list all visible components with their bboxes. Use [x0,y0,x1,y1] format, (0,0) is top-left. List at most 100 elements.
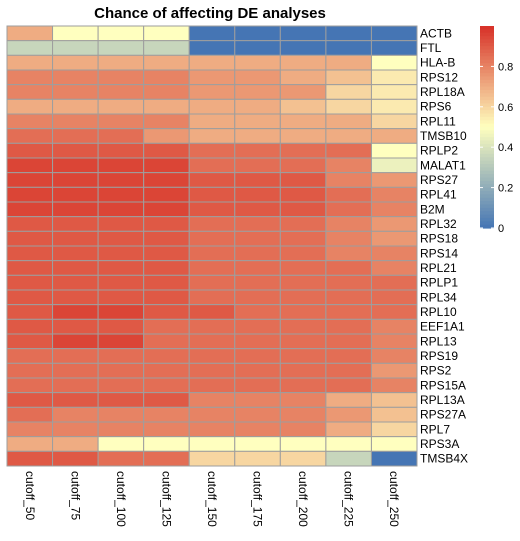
heatmap-cell [97,289,145,306]
heatmap-cell [234,142,281,159]
heatmap-cell [370,450,418,467]
heatmap-cell [370,406,418,423]
legend-gradient-step [480,69,494,74]
heatmap-cell [52,54,99,71]
heatmap-cell [234,436,281,452]
heatmap-cell [279,392,327,408]
heatmap-cell [370,362,418,379]
heatmap-cell [188,98,236,115]
heatmap-cell [6,406,54,423]
heatmap-cell [6,289,54,306]
heatmap-cell [52,25,99,42]
heatmap-cell [143,406,190,423]
heatmap-cell [97,318,145,335]
heatmap-cell [188,245,236,262]
heatmap-cell [325,216,372,232]
heatmap-cell [370,333,418,350]
legend-gradient-step [480,32,494,37]
row-label: RPLP1 [420,276,458,290]
heatmap-cell [52,98,99,115]
heatmap-cell [143,84,190,100]
heatmap-cell [97,25,145,42]
heatmap-cell [52,113,99,130]
heatmap-cell [6,84,54,100]
heatmap-cell [143,377,190,394]
heatmap-cell [143,113,190,130]
heatmap-cell [143,172,190,188]
heatmap-cell [279,377,327,394]
legend-gradient-step [480,174,494,179]
heatmap-cell [370,377,418,394]
heatmap-cell [325,392,372,408]
legend-gradient-step [480,224,494,229]
heatmap-cell [370,260,418,276]
heatmap-cell [279,318,327,335]
heatmap-cell [234,25,281,42]
heatmap-cell [279,113,327,130]
heatmap-cell [325,186,372,203]
heatmap-cell [370,40,418,56]
row-label: RPL34 [420,290,457,304]
legend-gradient-step [480,221,494,226]
legend-gradient-step [480,207,494,212]
heatmap-cell [234,245,281,262]
heatmap-cell [188,216,236,232]
heatmap-cell [325,157,372,174]
heatmap-cell [143,25,190,42]
column-label: cutoff_50 [23,471,37,520]
heatmap-cell [6,69,54,86]
heatmap-cell [370,25,418,42]
legend-tick-label: 0.6 [498,102,513,114]
heatmap-cell [279,245,327,262]
heatmap-cell [325,289,372,306]
heatmap-cell [143,98,190,115]
heatmap-cell [52,392,99,408]
heatmap-cell [97,362,145,379]
heatmap-cell [279,216,327,232]
heatmap-cell [52,245,99,262]
heatmap-cell [234,201,281,218]
heatmap-cell [6,450,54,467]
row-label: FTL [420,41,442,55]
heatmap-cell [97,157,145,174]
heatmap-cell [6,260,54,276]
heatmap-cell [188,142,236,159]
heatmap-cell [6,377,54,394]
heatmap-cell [234,230,281,247]
heatmap-cell [143,157,190,174]
legend-gradient-step [480,150,494,155]
heatmap-cell [143,201,190,218]
row-label: B2M [420,202,445,216]
heatmap-cell [234,40,281,56]
heatmap-cell [325,421,372,438]
legend-gradient-step [480,66,494,71]
heatmap-cell [370,113,418,130]
heatmap-cell [6,348,54,364]
heatmap-cell [234,128,281,144]
heatmap-cell [6,333,54,350]
heatmap-cell [52,128,99,144]
heatmap-cell [325,406,372,423]
legend-gradient-step [480,133,494,138]
legend-gradient-step [480,79,494,84]
heatmap-cell [97,421,145,438]
heatmap-cell [279,450,327,467]
row-label: TMSB10 [420,129,467,143]
heatmap-cell [6,392,54,408]
heatmap-cell [52,436,99,452]
heatmap-cell [97,172,145,188]
heatmap-cell [143,69,190,86]
heatmap-cell [370,172,418,188]
heatmap-cell [6,142,54,159]
heatmap-cell [143,333,190,350]
heatmap-cell [143,54,190,71]
heatmap-cell [52,362,99,379]
legend-gradient-step [480,177,494,182]
legend-gradient-step [480,42,494,47]
heatmap-cell [52,421,99,438]
heatmap-cell [52,142,99,159]
heatmap-cell [279,333,327,350]
heatmap-cell [97,245,145,262]
legend-gradient-step [480,39,494,44]
